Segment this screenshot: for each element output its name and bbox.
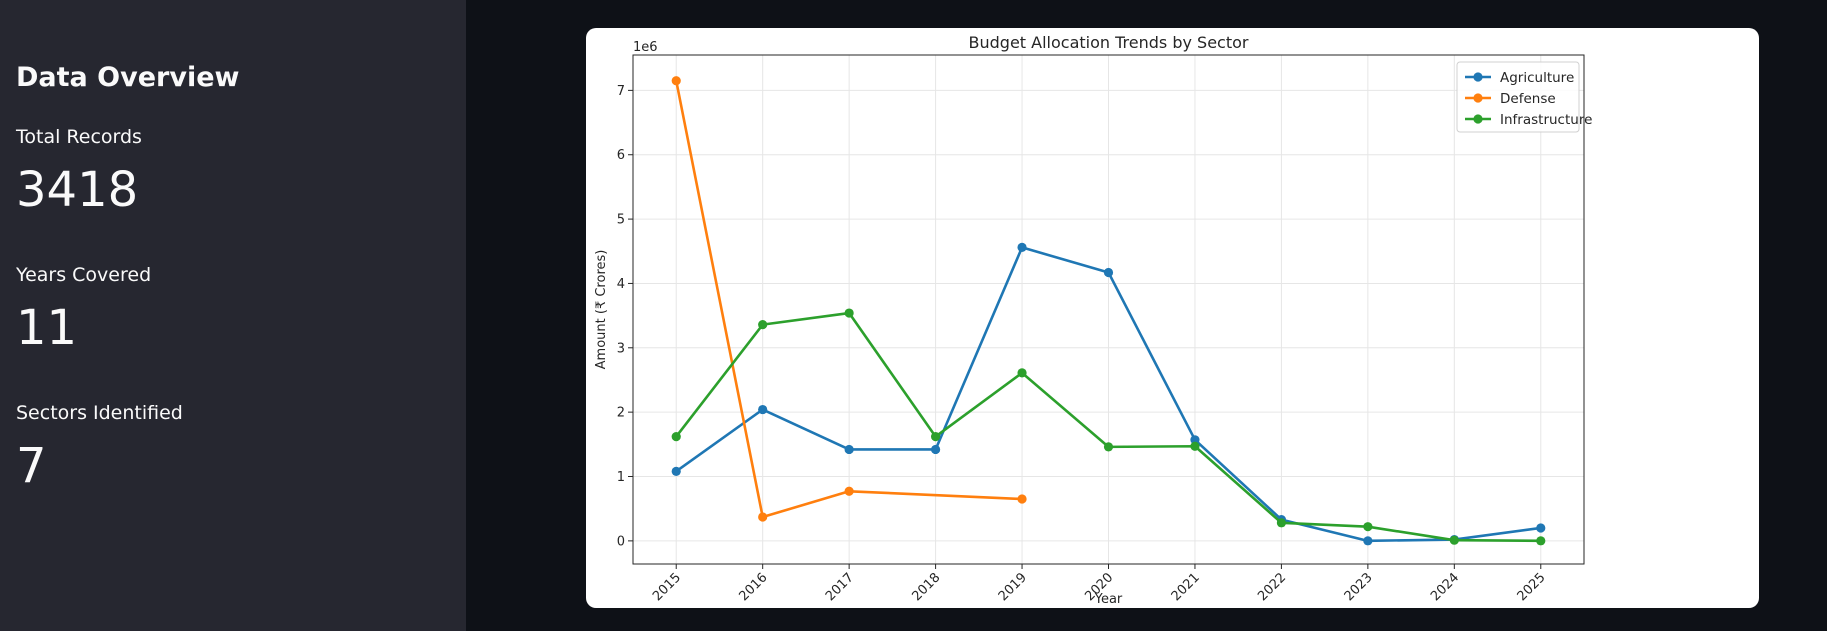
chart-container: 2015 2016 2017 2018 2019 2020 2021 2022 2023 2024… bbox=[586, 28, 1759, 608]
data-point-defense bbox=[671, 76, 681, 86]
data-point-infrastructure bbox=[1449, 535, 1459, 545]
series-line-defense bbox=[674, 80, 1023, 519]
data-point-infrastructure bbox=[844, 308, 854, 318]
y-tick-label: 4 bbox=[617, 277, 625, 292]
data-point-infrastructure bbox=[1190, 441, 1200, 451]
legend-marker-defense bbox=[1473, 93, 1483, 103]
y-tick-label: 1 bbox=[617, 470, 625, 485]
data-point-infrastructure bbox=[1103, 442, 1114, 452]
data-point-agriculture bbox=[1536, 523, 1546, 533]
data-point-agriculture bbox=[844, 444, 854, 455]
legend-label-defense: Defense bbox=[1500, 91, 1556, 107]
x-tick-label: 2024 bbox=[1428, 570, 1462, 604]
data-point-defense bbox=[844, 486, 854, 496]
data-point-defense bbox=[758, 512, 768, 522]
sidebar: Data Overview Total Records 3418 Years C… bbox=[0, 0, 466, 631]
legend-label-infrastructure: Infrastructure bbox=[1500, 112, 1592, 128]
x-tick-label: 2018 bbox=[909, 570, 943, 604]
data-point-infrastructure bbox=[671, 431, 681, 442]
y-axis-offset-label: 1e6 bbox=[633, 40, 658, 55]
data-point-infrastructure bbox=[1363, 522, 1373, 532]
x-tick-label: 2017 bbox=[823, 570, 857, 604]
metric-total-records-label: Total Records bbox=[16, 126, 142, 148]
line-chart: 2015 2016 2017 2018 2019 2020 2021 2022 2023 2024… bbox=[594, 33, 1592, 607]
legend-label-agriculture: Agriculture bbox=[1500, 70, 1574, 86]
y-tick-label: 3 bbox=[617, 341, 625, 356]
grid bbox=[633, 55, 1584, 564]
y-tick-label: 5 bbox=[617, 213, 625, 228]
data-point-infrastructure bbox=[1017, 368, 1027, 378]
data-point-infrastructure bbox=[930, 431, 941, 442]
x-tick-label: 2023 bbox=[1342, 570, 1376, 604]
x-tick-label: 2015 bbox=[650, 570, 684, 604]
x-tick-label: 2022 bbox=[1255, 570, 1289, 604]
y-axis-label: Amount (₹ Crores) bbox=[594, 250, 609, 370]
legend-box bbox=[1456, 61, 1580, 133]
series-layer bbox=[671, 76, 1546, 546]
legend-marker-infrastructure bbox=[1473, 114, 1483, 124]
x-tick-label: 2016 bbox=[737, 570, 771, 604]
x-tick-label: 2021 bbox=[1169, 570, 1203, 604]
sidebar-title: Data Overview bbox=[16, 62, 240, 93]
x-axis-label: Year bbox=[1094, 592, 1123, 607]
data-point-agriculture bbox=[1363, 536, 1373, 546]
legend: Agriculture Defense Infrastructure bbox=[1456, 61, 1592, 133]
x-tick-label: 2025 bbox=[1515, 570, 1549, 604]
data-point-defense bbox=[1017, 494, 1027, 504]
data-point-infrastructure bbox=[758, 320, 768, 330]
data-point-agriculture bbox=[930, 444, 941, 455]
data-point-agriculture bbox=[758, 404, 768, 415]
data-point-agriculture bbox=[671, 466, 681, 476]
data-point-agriculture bbox=[1190, 435, 1200, 445]
axes-ticks: 2015 2016 2017 2018 2019 2020 2021 2022 2023 2024… bbox=[617, 84, 1549, 604]
data-point-agriculture bbox=[1017, 242, 1027, 253]
metric-sectors-label: Sectors Identified bbox=[16, 402, 183, 424]
legend-marker-agriculture bbox=[1473, 72, 1483, 82]
x-tick-label: 2019 bbox=[996, 570, 1030, 604]
data-point-infrastructure bbox=[1536, 536, 1546, 546]
y-tick-label: 7 bbox=[617, 84, 625, 99]
metric-years-covered-value: 11 bbox=[16, 300, 78, 356]
y-tick-label: 2 bbox=[617, 406, 625, 421]
metric-total-records-value: 3418 bbox=[16, 162, 139, 218]
metric-years-covered-label: Years Covered bbox=[16, 264, 152, 286]
y-tick-label: 0 bbox=[617, 534, 625, 549]
y-tick-label: 6 bbox=[617, 148, 625, 163]
data-point-agriculture bbox=[1103, 267, 1114, 278]
chart-title: Budget Allocation Trends by Sector bbox=[969, 33, 1249, 52]
data-point-infrastructure bbox=[1276, 518, 1287, 528]
metric-sectors-value: 7 bbox=[16, 438, 47, 494]
